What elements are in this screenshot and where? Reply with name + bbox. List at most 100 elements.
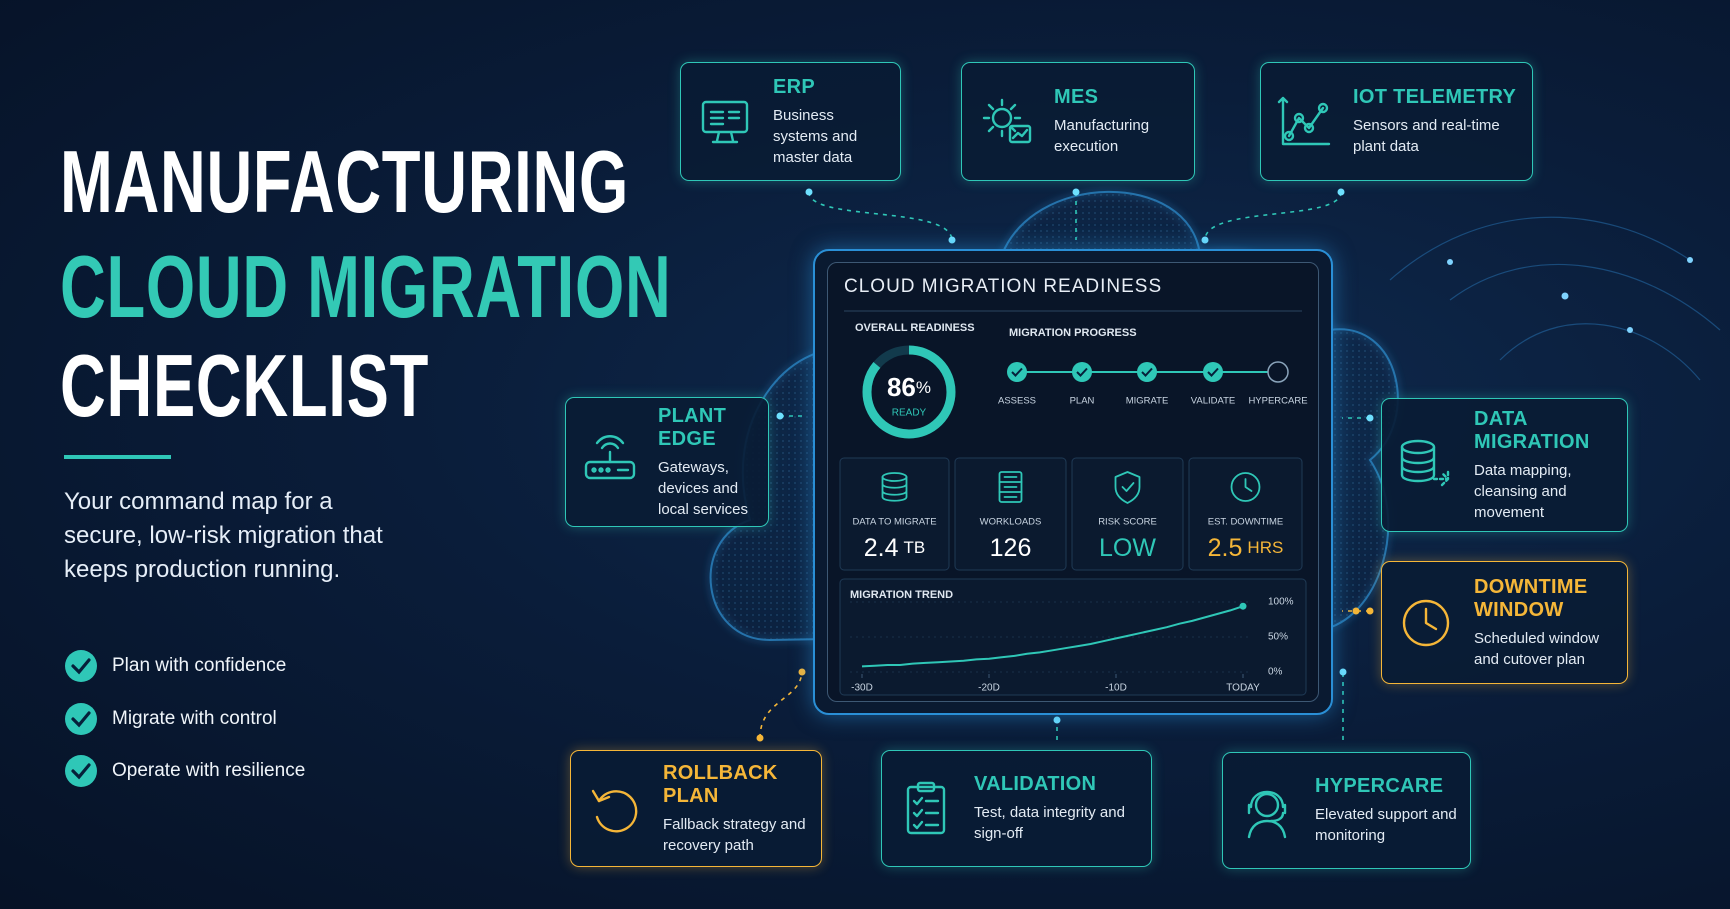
dot [1627, 327, 1633, 333]
map-dots [1447, 257, 1693, 333]
step-done [1007, 362, 1027, 382]
dot [805, 188, 813, 196]
metric-label: WORKLOADS [980, 517, 1042, 528]
card-description: Fallback strategy and recovery path [663, 815, 806, 854]
dot [1687, 257, 1693, 263]
card-description: Business systems and master data [773, 106, 858, 166]
card: ERP Business systems and master data [680, 62, 901, 181]
icon-part [709, 110, 741, 143]
metric-unit: HRS [1247, 538, 1283, 557]
card-icon [1277, 96, 1331, 145]
card-description: Data mapping, cleansing and movement [1474, 461, 1572, 521]
readiness-unit: % [916, 378, 931, 397]
step-done [1137, 362, 1157, 382]
icon-part [1287, 106, 1325, 137]
card-title: PLANT EDGE [658, 404, 727, 450]
card-description: Manufacturing execution [1054, 117, 1150, 155]
icon-part [1011, 128, 1029, 139]
metric-number: 2.5 [1208, 534, 1243, 562]
card-text: MES Manufacturing execution [1054, 63, 1184, 180]
card-text: VALIDATION Test, data integrity and sign-… [974, 751, 1141, 866]
donut-arc [862, 345, 956, 439]
card-text: ERP Business systems and master data [773, 63, 890, 180]
icon-part [1254, 792, 1280, 817]
card-description: Sensors and real-time plant data [1353, 117, 1500, 155]
title-rule [64, 455, 171, 459]
check-icon [65, 650, 97, 682]
step-check [1011, 367, 1023, 377]
card: IOT TELEMETRY Sensors and real-time plant… [1260, 62, 1533, 181]
readiness-number: 86 [887, 372, 916, 402]
icon-part [998, 476, 1023, 498]
metric-icon [1230, 472, 1261, 502]
arc [1499, 323, 1701, 381]
card-title: MES [1054, 86, 1099, 108]
card: HYPERCARE Elevated support and monitoring [1222, 752, 1471, 869]
map-arcs [1389, 216, 1721, 381]
connector [808, 191, 953, 241]
icon-part [1230, 472, 1261, 502]
icon-part [1293, 112, 1305, 123]
metric-box [839, 457, 950, 571]
metric-icon [998, 471, 1023, 503]
title-line: CLOUD MIGRATION [60, 237, 672, 336]
metric-value: 2.5 HRS [1208, 534, 1284, 562]
metric-icon [1114, 471, 1141, 504]
readiness-value: 86% [887, 372, 931, 402]
check-circle [65, 755, 97, 787]
metric-number: 2.4 [864, 534, 899, 562]
icon-part [1247, 790, 1287, 838]
card: VALIDATION Test, data integrity and sign-… [881, 750, 1152, 867]
dot [1366, 414, 1374, 422]
title-line: MANUFACTURING [60, 132, 629, 231]
metric-unit: TB [904, 538, 926, 557]
check-circle [65, 650, 97, 682]
icon-part [906, 785, 946, 834]
icon-part [595, 435, 625, 464]
progress-label: MIGRATION PROGRESS [1009, 327, 1137, 339]
y-tick-label: 100% [1268, 597, 1294, 608]
checklist-item: Plan with confidence [64, 649, 394, 683]
dot [756, 734, 764, 742]
card-icon [701, 100, 749, 143]
readiness-status: READY [892, 408, 927, 419]
checklist-text: Migrate with control [112, 708, 277, 729]
step-label: HYPERCARE [1248, 396, 1307, 407]
dot [1201, 236, 1209, 244]
metric-box [954, 457, 1067, 571]
title-line: CHECKLIST [60, 336, 430, 435]
icon-part [1424, 607, 1438, 630]
card-title: DATA MIGRATION [1474, 407, 1590, 453]
dot [1339, 668, 1347, 676]
card-text: DOWNTIME WINDOW Scheduled window and cuto… [1474, 562, 1617, 683]
card-text: PLANT EDGE Gateways, devices and local se… [658, 398, 758, 526]
card: ROLLBACK PLAN Fallback strategy and recov… [570, 750, 822, 867]
icon-part [701, 100, 749, 133]
trend-line [861, 605, 1244, 668]
y-tick-label: 0% [1268, 667, 1283, 678]
card-text: ROLLBACK PLAN Fallback strategy and recov… [663, 751, 811, 866]
card-title: VALIDATION [974, 773, 1097, 795]
metric-label: DATA TO MIGRATE [852, 517, 936, 528]
dot [1366, 607, 1374, 615]
icon-part [1317, 102, 1329, 113]
step-done [1072, 362, 1092, 382]
icon-part [605, 467, 611, 473]
icon-part [1283, 130, 1295, 141]
metric-value: LOW [1099, 534, 1156, 562]
metric-box [1188, 457, 1303, 571]
card-icon [982, 98, 1032, 143]
check-mark [71, 763, 91, 780]
step-label: PLAN [1070, 396, 1095, 407]
connector [759, 671, 803, 739]
x-tick-label: -30D [851, 683, 873, 694]
card-description: Elevated support and monitoring [1315, 806, 1457, 844]
dot [1561, 292, 1569, 300]
check-icon [65, 755, 97, 787]
trend-title: MIGRATION TREND [850, 589, 953, 601]
check-icon [65, 703, 97, 735]
x-tick-label: -20D [978, 683, 1000, 694]
metric-label: EST. DOWNTIME [1208, 517, 1283, 528]
